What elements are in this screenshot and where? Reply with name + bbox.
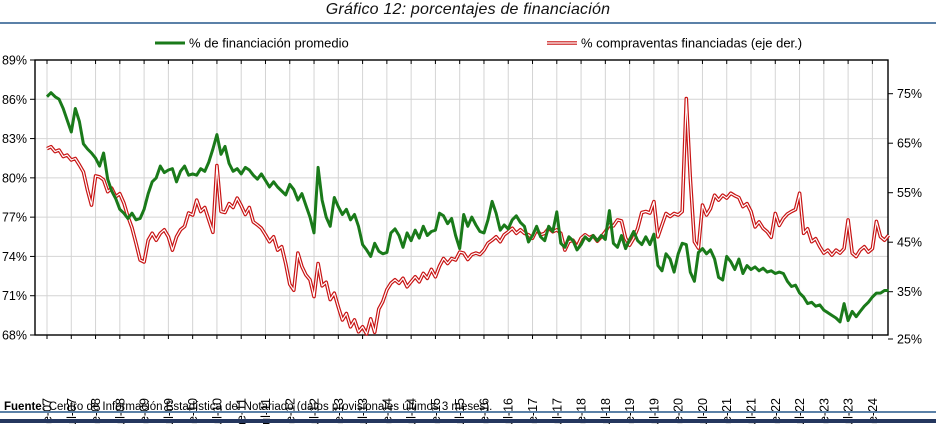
left-axis-label: 77% — [2, 211, 27, 225]
footer-rule — [0, 411, 936, 413]
x-axis-label: ene-23 — [817, 398, 831, 424]
right-axis-label: 65% — [897, 137, 922, 151]
left-axis-label: 71% — [2, 289, 27, 303]
right-axis-label: 35% — [897, 285, 922, 299]
x-axis-label: ene-12 — [283, 398, 297, 424]
x-axis-label: jul-10 — [210, 398, 224, 424]
left-axis-label: 86% — [2, 93, 27, 107]
x-axis-label: jul-22 — [793, 398, 807, 424]
x-axis-label: jul-07 — [65, 398, 79, 424]
x-axis-label: jul-08 — [113, 398, 127, 424]
x-axis-label: ene-24 — [866, 398, 880, 424]
legend-label: % de financiación promedio — [189, 36, 349, 51]
bottom-navy-bar — [0, 419, 936, 423]
plot-border — [34, 59, 889, 336]
x-axis-label: ene-18 — [575, 398, 589, 424]
x-axis-label: jul-23 — [842, 398, 856, 424]
x-axis-label: ene-19 — [623, 398, 637, 424]
x-axis-label: ene-08 — [89, 398, 103, 424]
chart-title: Gráfico 12: porcentajes de financiación — [325, 1, 611, 18]
x-axis-label: ene-13 — [332, 398, 346, 424]
x-axis-label: ene-21 — [720, 398, 734, 424]
x-axis-label: jul-16 — [502, 398, 516, 424]
red-series-line — [46, 96, 890, 336]
x-axis-label: jul-18 — [599, 398, 613, 424]
x-axis-label: ene-16 — [477, 398, 491, 424]
red-series-core-line — [46, 97, 890, 335]
x-axis-label: ene-07 — [41, 398, 55, 424]
left-axis-label: 89% — [2, 54, 27, 68]
legend-label: % compraventas financiadas (eje der.) — [581, 36, 802, 51]
x-axis-label: jul-15 — [453, 398, 467, 424]
source-note-prefix: Fuente: — [4, 401, 46, 413]
x-axis-label: jul-21 — [745, 398, 759, 424]
source-note-text: Centro de Información Estadística del No… — [45, 401, 493, 413]
right-axis-label: 55% — [897, 186, 922, 200]
x-axis-label: ene-22 — [769, 398, 783, 424]
x-axis-label: ene-20 — [672, 398, 686, 424]
left-axis-label: 83% — [2, 132, 27, 146]
x-axis-label: jul-19 — [647, 398, 661, 424]
x-axis-label: ene-09 — [138, 398, 152, 424]
x-axis-label: jul-13 — [356, 398, 370, 424]
left-axis-label: 68% — [2, 329, 27, 343]
x-axis-label: jul-11 — [259, 398, 273, 424]
x-axis-label: ene-14 — [380, 398, 394, 424]
green-series-line — [45, 91, 889, 324]
left-axis-label: 80% — [2, 171, 27, 185]
left-axis-label: 74% — [2, 250, 27, 264]
x-axis-label: jul-09 — [162, 398, 176, 424]
x-axis-label: jul-14 — [405, 398, 419, 424]
x-axis-label: ene-17 — [526, 398, 540, 424]
x-axis-label: ene-11 — [235, 398, 249, 424]
x-axis-label: jul-17 — [550, 398, 564, 424]
right-axis-label: 25% — [897, 333, 922, 347]
source-note: Fuente: Centro de Información Estadístic… — [4, 401, 924, 413]
x-axis-label: jul-20 — [696, 398, 710, 424]
x-axis-label: jul-12 — [308, 398, 322, 424]
right-axis-label: 75% — [897, 87, 922, 101]
x-axis-label: ene-10 — [186, 398, 200, 424]
title-rule — [0, 22, 936, 24]
right-axis-label: 45% — [897, 236, 922, 250]
x-axis-label: ene-15 — [429, 398, 443, 424]
